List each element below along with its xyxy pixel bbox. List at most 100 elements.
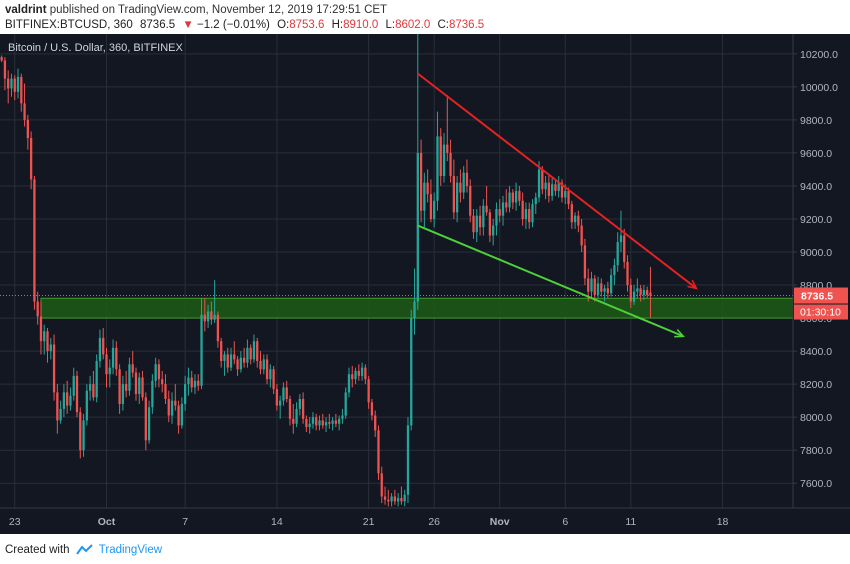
candle-body [573,215,577,223]
candle [33,176,36,310]
candle [229,347,233,371]
candle-body [275,389,279,406]
candle [524,202,528,229]
candle [318,415,321,431]
resistance-line[interactable] [417,72,697,290]
candle [344,387,347,419]
candle-body [331,420,334,424]
candle-body [43,331,46,342]
candle-body [282,387,285,401]
close-value: 8736.5 [449,19,485,31]
candle-body [429,194,433,219]
candle [256,337,259,368]
price-axis[interactable]: 7600.07800.08000.08200.08400.08600.08800… [792,34,850,534]
candle [482,199,485,236]
time-tick-label: Nov [490,516,510,528]
candle [583,238,587,286]
candle [292,403,295,434]
candle [465,159,469,193]
candle [567,187,570,210]
candle-body [511,192,514,203]
candle-body [33,179,36,302]
candle-body [547,182,551,196]
price-tick-label: 9200.0 [800,214,832,226]
change-down-icon: ▼ [182,19,194,31]
candle [16,68,20,99]
candle-body [111,347,115,368]
candle [52,334,56,401]
candle-body [455,182,459,213]
candle [43,324,46,355]
candle-body [596,283,600,295]
resistance-arrow-icon [687,279,698,290]
candle [200,298,203,390]
candle-body [144,397,147,441]
high-label: H: [331,19,344,31]
candle [364,364,367,385]
candle [478,205,482,236]
candle [157,359,161,388]
candle-body [403,494,406,502]
candle [308,417,311,434]
candle [324,417,328,433]
candle [410,309,413,431]
candle-body [521,200,524,219]
trend-lines[interactable] [417,72,698,338]
candle [288,395,292,426]
candle-body [324,422,328,426]
candle [144,392,147,451]
chart-area[interactable]: 7600.07800.08000.08200.08400.08600.08800… [0,34,850,534]
candle [606,281,610,299]
candle-body [426,182,429,195]
candle-body [118,369,121,404]
candle [485,185,488,216]
candle [131,351,134,378]
candle [69,387,72,411]
candle-body [436,136,439,201]
candle-body [321,420,324,426]
candle-body [357,370,360,376]
candle [282,382,285,406]
candle [49,337,52,360]
candle [249,344,252,365]
support-line[interactable] [417,224,684,338]
candle [403,489,406,507]
candle-body [387,499,390,502]
candle-body [580,225,583,246]
candle [573,212,577,229]
time-axis[interactable]: 23 Oct 7 14 21 26 Nov 6 11 18 [0,507,850,534]
candle-body [265,359,269,380]
candle-body [213,314,216,320]
candle-body [383,496,387,500]
candle [492,218,495,246]
candle [233,341,236,365]
candle [383,486,387,505]
candle-body [452,176,455,213]
candle-body [459,182,462,193]
candle-body [62,392,66,409]
price-tick-label: 8000.0 [800,412,832,424]
candle-body [514,190,518,203]
candle-body [85,390,88,421]
candle-body [229,354,233,368]
candlestick-chart[interactable]: 7600.07800.08000.08200.08400.08600.08800… [0,34,850,534]
candle [75,370,79,418]
candle [616,232,619,272]
candle-body [246,347,249,363]
candle [36,291,39,325]
candle-body [20,76,23,104]
price-tick-label: 10000.0 [800,82,838,94]
candle-body [95,361,98,398]
candle [570,200,573,229]
candle-body [492,225,495,236]
author-name[interactable]: valdrint [5,4,47,16]
tradingview-brand[interactable]: TradingView [98,544,163,557]
candle [534,192,537,215]
candle [105,347,108,388]
candle [544,176,547,200]
candle [623,228,626,269]
grid [0,34,793,508]
candle-body [13,78,16,92]
candle [7,70,10,104]
candle-body [102,337,105,355]
